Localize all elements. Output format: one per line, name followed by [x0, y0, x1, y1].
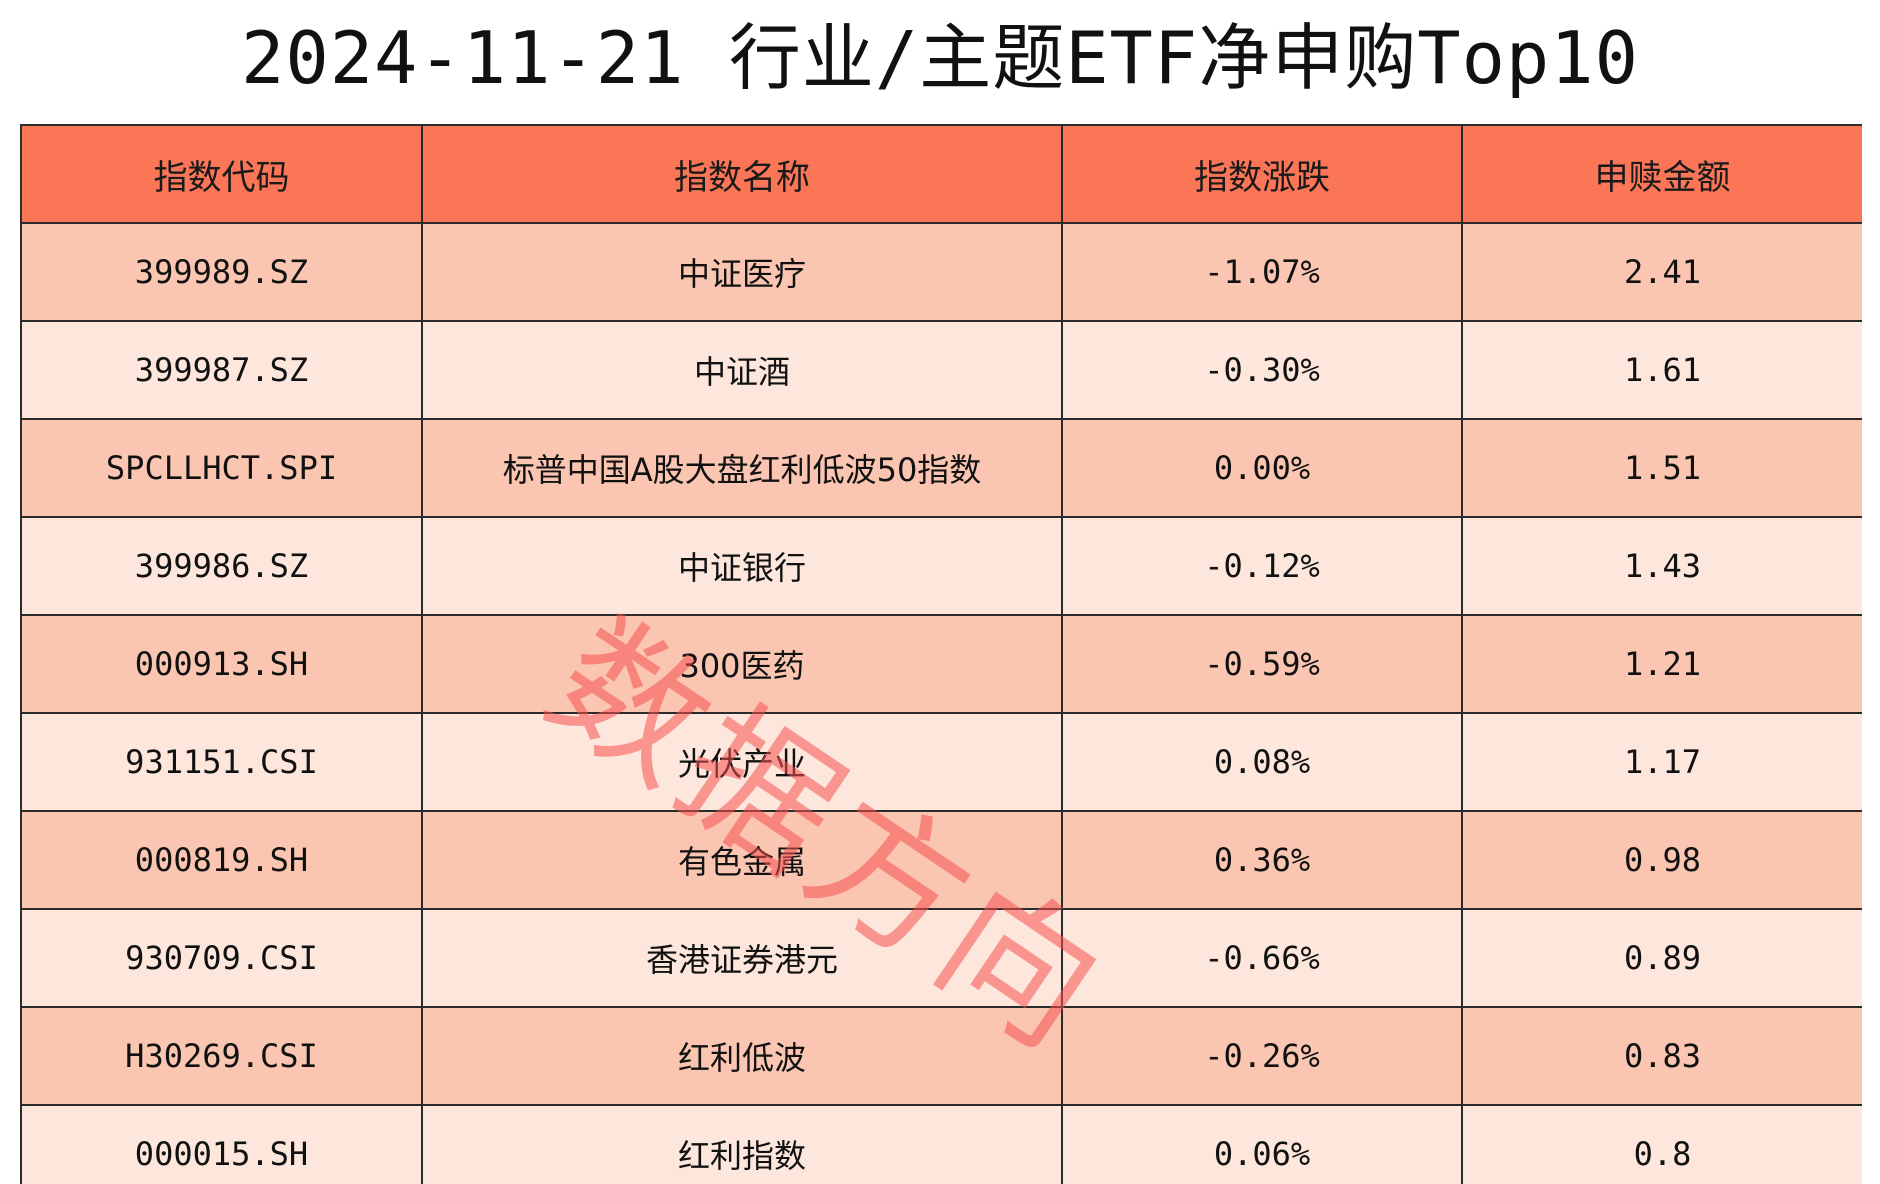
amount-cell: 1.21 — [1461, 614, 1862, 714]
index-name-cell: 红利指数 — [421, 1104, 1063, 1184]
index-change-cell: 0.36% — [1061, 810, 1463, 910]
index-code-cell: 399989.SZ — [20, 222, 423, 322]
amount-cell: 0.8 — [1461, 1104, 1862, 1184]
index-code-cell: 930709.CSI — [20, 908, 423, 1008]
index-change-cell: -0.26% — [1061, 1006, 1463, 1106]
index-change-cell: -0.66% — [1061, 908, 1463, 1008]
index-change-cell: 0.00% — [1061, 418, 1463, 518]
etf-table: 指数代码 指数名称 指数涨跌 申赎金额 399989.SZ 中证医疗 -1.07% 2… — [20, 124, 1862, 1184]
table-row: 399987.SZ 中证酒 -0.30% 1.61 — [20, 320, 1862, 420]
table-row: 000819.SH 有色金属 0.36% 0.98 — [20, 810, 1862, 910]
table-row: SPCLLHCT.SPI 标普中国A股大盘红利低波50指数 0.00% 1.51 — [20, 418, 1862, 518]
index-name-cell: 光伏产业 — [421, 712, 1063, 812]
index-change-cell: -0.12% — [1061, 516, 1463, 616]
index-name-cell: 中证医疗 — [421, 222, 1063, 322]
amount-cell: 1.43 — [1461, 516, 1862, 616]
index-name-cell: 香港证券港元 — [421, 908, 1063, 1008]
index-code-cell: 000015.SH — [20, 1104, 423, 1184]
table-row: 000913.SH 300医药 -0.59% 1.21 — [20, 614, 1862, 714]
amount-cell: 0.98 — [1461, 810, 1862, 910]
table-row: 399986.SZ 中证银行 -0.12% 1.43 — [20, 516, 1862, 616]
column-header-name: 指数名称 — [421, 124, 1063, 224]
index-code-cell: 399987.SZ — [20, 320, 423, 420]
amount-cell: 1.51 — [1461, 418, 1862, 518]
index-change-cell: 0.08% — [1061, 712, 1463, 812]
table-row: H30269.CSI 红利低波 -0.26% 0.83 — [20, 1006, 1862, 1106]
index-change-cell: -0.30% — [1061, 320, 1463, 420]
amount-cell: 0.89 — [1461, 908, 1862, 1008]
index-name-cell: 中证酒 — [421, 320, 1063, 420]
column-header-code: 指数代码 — [20, 124, 423, 224]
table-row: 930709.CSI 香港证券港元 -0.66% 0.89 — [20, 908, 1862, 1008]
chart-title: 2024-11-21 行业/主题ETF净申购Top10 — [241, 16, 1639, 100]
index-change-cell: -0.59% — [1061, 614, 1463, 714]
index-name-cell: 红利低波 — [421, 1006, 1063, 1106]
table-body: 399989.SZ 中证医疗 -1.07% 2.41 399987.SZ 中证酒 -0.30… — [20, 222, 1862, 1184]
column-header-amount: 申赎金额 — [1461, 124, 1862, 224]
index-code-cell: H30269.CSI — [20, 1006, 423, 1106]
index-name-cell: 标普中国A股大盘红利低波50指数 — [421, 418, 1063, 518]
index-change-cell: 0.06% — [1061, 1104, 1463, 1184]
table-row: 000015.SH 红利指数 0.06% 0.8 — [20, 1104, 1862, 1184]
column-header-change: 指数涨跌 — [1061, 124, 1463, 224]
amount-cell: 0.83 — [1461, 1006, 1862, 1106]
index-name-cell: 中证银行 — [421, 516, 1063, 616]
table-row: 931151.CSI 光伏产业 0.08% 1.17 — [20, 712, 1862, 812]
amount-cell: 1.17 — [1461, 712, 1862, 812]
table-container: 指数代码 指数名称 指数涨跌 申赎金额 399989.SZ 中证医疗 -1.07% 2… — [20, 124, 1862, 1184]
amount-cell: 1.61 — [1461, 320, 1862, 420]
index-code-cell: 000913.SH — [20, 614, 423, 714]
index-name-cell: 有色金属 — [421, 810, 1063, 910]
index-code-cell: 399986.SZ — [20, 516, 423, 616]
index-code-cell: 931151.CSI — [20, 712, 423, 812]
amount-cell: 2.41 — [1461, 222, 1862, 322]
index-name-cell: 300医药 — [421, 614, 1063, 714]
index-code-cell: 000819.SH — [20, 810, 423, 910]
index-code-cell: SPCLLHCT.SPI — [20, 418, 423, 518]
table-header-row: 指数代码 指数名称 指数涨跌 申赎金额 — [20, 124, 1862, 224]
table-row: 399989.SZ 中证医疗 -1.07% 2.41 — [20, 222, 1862, 322]
index-change-cell: -1.07% — [1061, 222, 1463, 322]
